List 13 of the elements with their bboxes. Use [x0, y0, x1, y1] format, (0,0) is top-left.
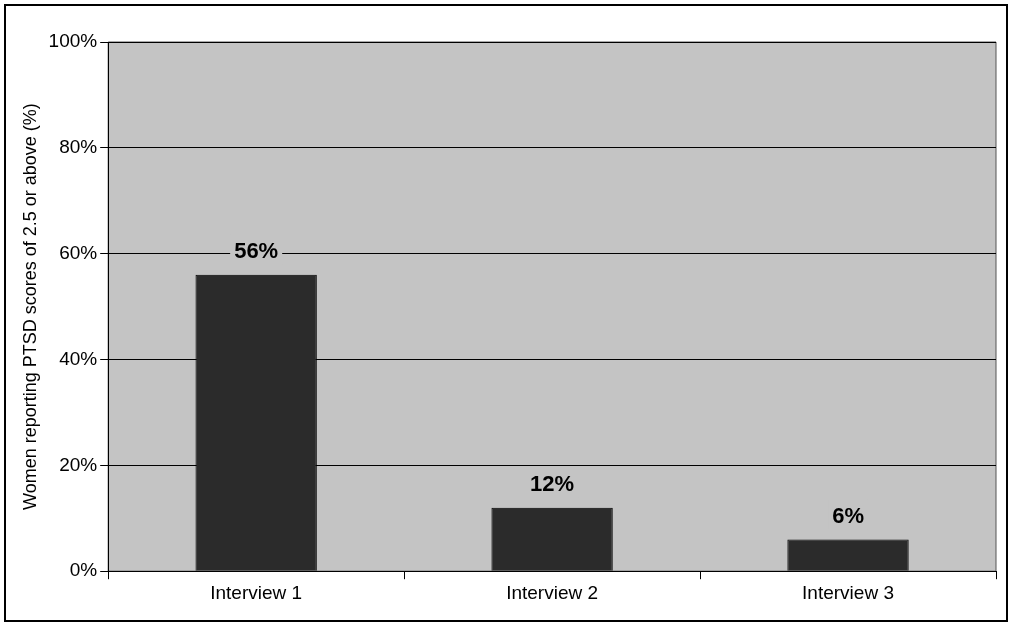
data-label: 6%: [832, 502, 864, 528]
y-tick-label: 60%: [59, 241, 98, 263]
y-axis-title: Women reporting PTSD scores of 2.5 or above (%): [19, 103, 40, 511]
y-tick-label: 0%: [69, 559, 98, 581]
x-tick-label: Interview 1: [210, 581, 303, 603]
y-tick-label: 40%: [59, 347, 98, 369]
data-label: 56%: [234, 237, 279, 263]
y-tick-label: 20%: [59, 453, 98, 475]
x-tick-label: Interview 3: [802, 581, 894, 603]
y-tick-label: 80%: [59, 136, 98, 158]
data-label: 12%: [530, 470, 575, 496]
x-tick-label: Interview 2: [506, 581, 599, 603]
y-tick-label: 100%: [48, 30, 98, 52]
